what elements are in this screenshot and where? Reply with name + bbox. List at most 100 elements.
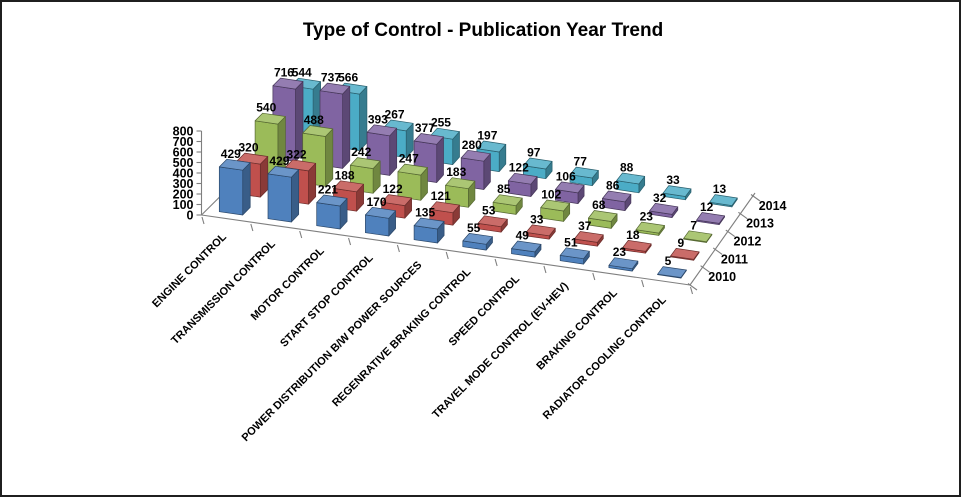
bar-top-face (477, 215, 508, 228)
category-axis-tick (348, 237, 352, 246)
value-axis-tick-label: 100 (173, 198, 194, 212)
category-axis-tick (250, 223, 254, 232)
bar-top-face (622, 240, 652, 252)
category-axis-tick (689, 286, 694, 295)
bar-2012-cat9 (683, 230, 713, 243)
bar-2012-cat8 (635, 221, 665, 236)
bar-top-face (397, 163, 428, 176)
category-axis-tick (396, 244, 400, 253)
bar-side-face (291, 169, 300, 223)
data-label-2012-cat3: 247 (399, 152, 419, 166)
bar-top-face (429, 201, 460, 214)
data-label-2010-cat8: 23 (613, 245, 627, 259)
data-label-2014-cat0: 544 (292, 66, 312, 80)
bar-top-face (696, 212, 725, 224)
data-label-2011-cat2: 188 (335, 168, 355, 182)
data-label-2011-cat7: 37 (578, 219, 592, 233)
bar-top-face (218, 158, 251, 171)
bar-top-face (302, 125, 334, 137)
bar-2010-cat0 (218, 158, 251, 216)
depth-axis-label: 2013 (746, 217, 774, 231)
data-label-2011-cat9: 9 (678, 236, 685, 250)
bar-top-face (683, 230, 713, 243)
data-label-2014-cat7: 88 (620, 161, 634, 175)
bar-2011-cat7 (573, 231, 604, 247)
bar-top-face (525, 224, 556, 237)
data-label-2013-cat0: 716 (274, 66, 294, 80)
depth-axis-label: 2010 (708, 270, 736, 284)
bar-top-face (670, 248, 700, 260)
depth-axis-tick (750, 194, 761, 202)
bar-top-face (649, 203, 679, 215)
bar-2010-cat1 (267, 165, 300, 223)
bar-top-face (316, 194, 348, 207)
category-axis-tick (494, 258, 498, 267)
data-label-2011-cat5: 53 (482, 203, 496, 217)
category-axis-label: START STOP CONTROL (278, 252, 376, 350)
data-label-2013-cat2: 393 (368, 112, 388, 126)
data-label-2013-cat3: 377 (415, 121, 435, 135)
bar-side-face (359, 86, 368, 151)
bar-top-face (365, 206, 396, 219)
data-label-2011-cat4: 121 (431, 189, 451, 203)
data-label-2010-cat7: 51 (564, 235, 578, 249)
data-label-2012-cat5: 85 (497, 182, 511, 196)
value-axis-tick-label: 200 (173, 188, 194, 202)
data-label-2014-cat1: 566 (338, 71, 358, 85)
data-label-2012-cat1: 488 (304, 113, 324, 127)
bar-2012-cat4 (445, 177, 476, 208)
bar-top-face (523, 157, 553, 170)
bar-top-face (635, 221, 665, 234)
depth-axis-label: 2012 (734, 235, 762, 249)
data-label-2013-cat6: 106 (556, 169, 576, 183)
category-axis-tick (445, 251, 449, 260)
category-axis-label: TRANSMISSION CONTROL (169, 238, 278, 347)
depth-axis-tick (687, 283, 698, 291)
data-label-2010-cat9: 5 (665, 254, 672, 268)
depth-axis-label: 2011 (721, 252, 748, 266)
bar-2010-cat4 (413, 217, 445, 244)
bar-2014-cat6 (569, 166, 599, 187)
bar-2010-cat8 (608, 257, 639, 272)
bar-front-face (316, 202, 341, 230)
data-label-2010-cat6: 49 (516, 228, 530, 242)
bar-2010-cat3 (365, 206, 396, 237)
data-label-2011-cat3: 122 (383, 182, 403, 196)
bar-top-face (366, 124, 398, 137)
value-axis-tick-label: 700 (173, 135, 194, 149)
data-label-2011-cat1: 322 (287, 147, 307, 161)
chart-title: Type of Control - Publication Year Trend (303, 20, 663, 41)
data-label-2011-cat8: 18 (626, 228, 640, 242)
data-label-2012-cat8: 23 (640, 210, 654, 224)
bar-side-face (342, 86, 351, 169)
bar-2013-cat6 (555, 181, 585, 204)
bar-top-face (602, 190, 632, 203)
data-label-2012-cat2: 242 (351, 145, 371, 159)
bar-top-face (507, 172, 538, 185)
bar-top-face (569, 166, 599, 179)
bar-top-face (445, 177, 476, 190)
value-axis-tick-label: 800 (173, 125, 194, 139)
data-label-2010-cat3: 170 (367, 195, 387, 209)
bar-2011-cat9 (670, 248, 700, 261)
data-label-2013-cat7: 86 (606, 178, 620, 192)
bar-side-face (325, 128, 334, 187)
bar-top-face (413, 217, 445, 230)
bars-layer (218, 77, 738, 279)
depth-axis-tick (712, 247, 723, 255)
bar-side-face (242, 162, 251, 216)
value-axis-tick-label: 300 (173, 177, 194, 191)
bar-top-face (476, 140, 507, 153)
bar-top-face (381, 194, 412, 206)
data-label-2010-cat1: 429 (269, 154, 289, 168)
bar-2014-cat8 (662, 185, 692, 201)
bar-top-face (272, 77, 304, 90)
bar-2011-cat6 (525, 224, 556, 240)
data-label-2012-cat0: 540 (256, 101, 276, 115)
bar-top-face (319, 82, 351, 95)
bar-top-face (559, 247, 590, 260)
bar-top-face (662, 185, 692, 197)
